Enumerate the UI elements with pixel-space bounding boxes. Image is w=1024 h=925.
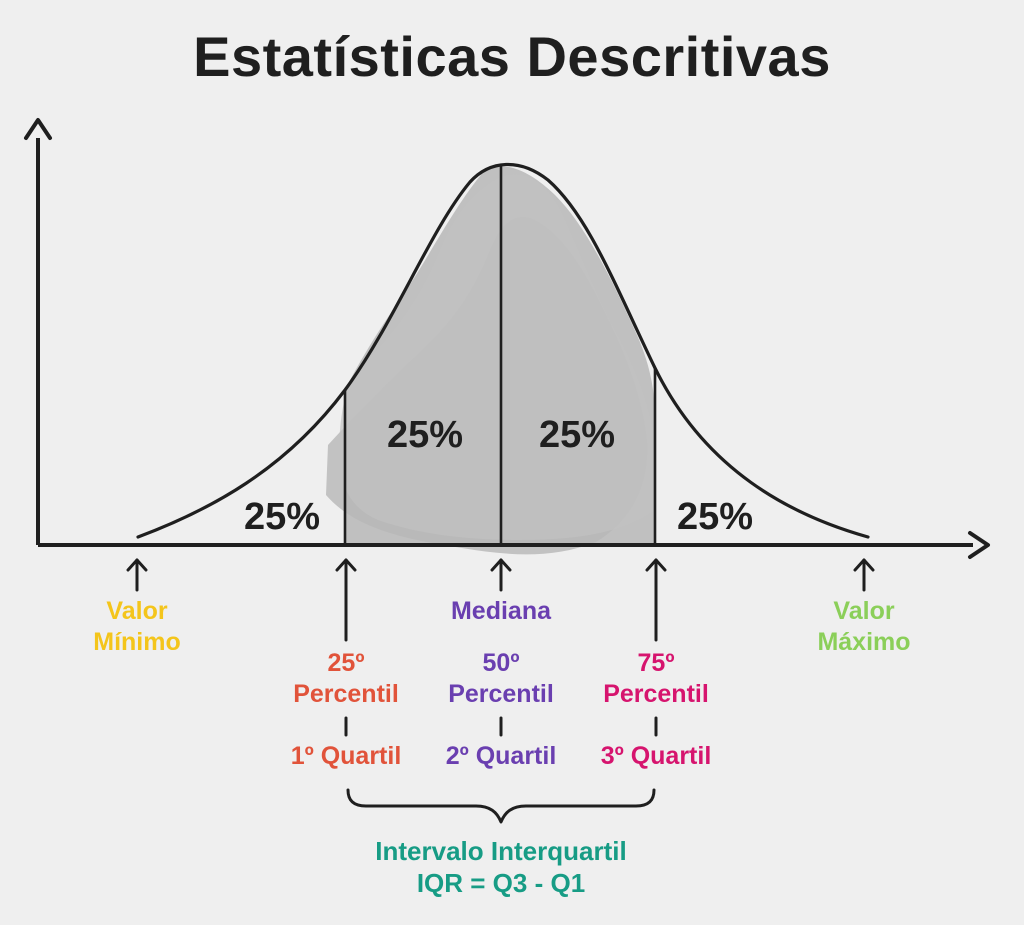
p75-line-2: Percentil	[603, 680, 709, 708]
q1-arrow-head	[335, 558, 357, 572]
p75-label: 75º Percentil	[566, 648, 746, 710]
pointer-arrows	[126, 558, 875, 642]
iqr-line-2: IQR = Q3 - Q1	[416, 868, 586, 899]
page-title: Estatísticas Descritivas	[193, 25, 831, 88]
right-center-percent: 25%	[538, 414, 616, 456]
p25-line-2: Percentil	[293, 680, 399, 708]
interquartile-fill-scribble-2	[338, 174, 655, 541]
maximum-value-label: Valor Máximo	[774, 596, 954, 658]
min-arrow-head	[126, 558, 148, 572]
q3-arrow-head	[645, 558, 667, 572]
third-quartile-label: 3º Quartil	[600, 742, 712, 770]
maximum-value-line-2: Máximo	[817, 628, 911, 656]
p50-label: 50º Percentil	[411, 648, 591, 710]
p75-line-1: 75º	[637, 649, 675, 677]
maximum-value-line-1: Valor	[833, 597, 895, 625]
right-tail-percent: 25%	[676, 496, 754, 538]
connector-lines	[344, 716, 658, 737]
shaded-interquartile-region	[326, 166, 655, 555]
second-quartile-label: 2º Quartil	[445, 742, 557, 770]
median-arrow-head	[490, 558, 512, 572]
axes	[24, 118, 990, 559]
x-axis-arrowhead	[968, 531, 990, 559]
p50-line-1: 50º	[482, 649, 520, 677]
iqr-line-1: Intervalo Interquartil	[375, 836, 627, 866]
p25-line-1: 25º	[327, 649, 365, 677]
minimum-value-line-1: Valor	[106, 597, 168, 625]
median-label: Mediana	[450, 597, 552, 625]
p25-label: 25º Percentil	[256, 648, 436, 710]
quartile-lines	[343, 165, 657, 545]
minimum-value-line-2: Mínimo	[93, 628, 181, 656]
left-center-percent: 25%	[386, 414, 464, 456]
minimum-value-label: Valor Mínimo	[47, 596, 227, 658]
left-tail-percent: 25%	[243, 496, 321, 538]
y-axis-arrowhead	[24, 118, 52, 140]
normal-curve	[136, 162, 870, 539]
iqr-brace	[346, 788, 656, 824]
iqr-label: Intervalo Interquartil IQR = Q3 - Q1	[321, 835, 681, 899]
p50-line-2: Percentil	[448, 680, 554, 708]
first-quartile-label: 1º Quartil	[290, 742, 402, 770]
max-arrow-head	[853, 558, 875, 572]
